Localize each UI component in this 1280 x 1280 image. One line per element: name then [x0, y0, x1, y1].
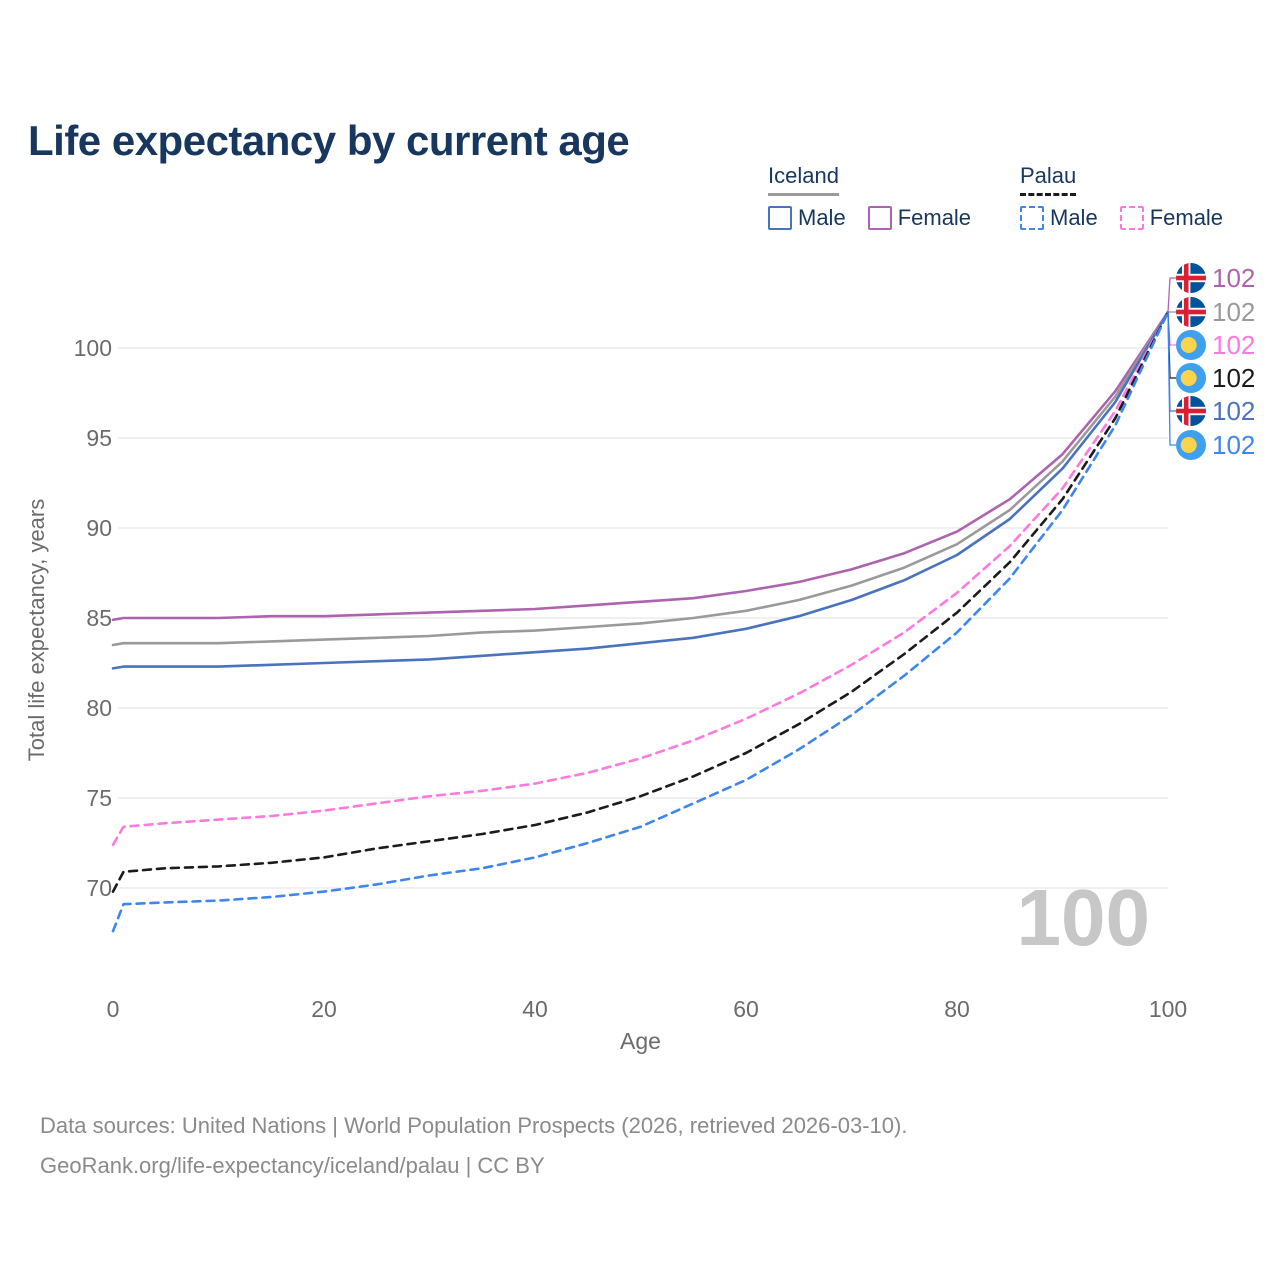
- legend-items-palau: Male Female: [1020, 205, 1223, 231]
- y-axis-title: Total life expectancy, years: [24, 499, 49, 762]
- series-line-palau-female: [111, 310, 1170, 847]
- series-line-iceland-total: [111, 310, 1170, 647]
- end-value-label-iceland-female: 102: [1212, 263, 1255, 293]
- y-tick-label: 85: [86, 605, 112, 631]
- series-line-palau-male: [111, 310, 1170, 933]
- legend-heading-palau[interactable]: Palau: [1020, 163, 1077, 196]
- iceland-female-swatch-icon: [867, 206, 892, 230]
- label-connector: [1167, 277, 1176, 313]
- legend-item-palau-male[interactable]: Male: [1020, 205, 1098, 231]
- legend-items-iceland: Male Female: [768, 205, 971, 231]
- y-tick-label: 75: [86, 785, 112, 811]
- legend-item-iceland-female[interactable]: Female: [867, 205, 972, 231]
- x-tick-label: 60: [733, 996, 759, 1022]
- end-value-label-palau-male: 102: [1212, 430, 1255, 460]
- end-value-label-palau-total: 102: [1212, 363, 1255, 393]
- x-axis-title: Age: [620, 1028, 661, 1054]
- age-watermark: 100: [1017, 873, 1150, 962]
- palau-flag-icon: [1176, 363, 1206, 393]
- x-tick-label: 0: [107, 996, 120, 1022]
- x-tick-label: 40: [522, 996, 548, 1022]
- x-tick-label: 20: [311, 996, 337, 1022]
- legend-heading-iceland[interactable]: Iceland: [768, 163, 839, 196]
- legend-item-label: Female: [897, 205, 972, 230]
- legend-item-iceland-male[interactable]: Male: [768, 205, 846, 231]
- x-tick-label: 80: [944, 996, 970, 1022]
- legend-item-label: Male: [798, 205, 846, 230]
- footer-attribution: GeoRank.org/life-expectancy/iceland/pala…: [40, 1153, 545, 1178]
- palau-male-swatch-icon: [1020, 206, 1044, 230]
- iceland-male-swatch-icon: [768, 206, 792, 230]
- x-tick-label: 100: [1149, 996, 1187, 1022]
- end-value-label-iceland-total: 102: [1212, 297, 1255, 327]
- y-tick-label: 95: [86, 425, 112, 451]
- iceland-flag-icon: [1176, 396, 1206, 426]
- y-tick-label: 70: [86, 875, 112, 901]
- legend-group-iceland: Iceland Male Female: [768, 163, 971, 231]
- series-line-palau-total: [111, 310, 1170, 893]
- palau-flag-icon: [1176, 430, 1206, 460]
- label-connector: [1167, 311, 1176, 446]
- footer-data-sources: Data sources: United Nations | World Pop…: [40, 1113, 908, 1138]
- palau-female-swatch-icon: [1119, 206, 1144, 230]
- legend-group-palau: Palau Male Female: [1020, 163, 1223, 231]
- y-tick-label: 100: [74, 335, 112, 361]
- legend-item-label: Male: [1050, 205, 1098, 230]
- legend-item-label: Female: [1149, 205, 1224, 230]
- end-value-label-palau-female: 102: [1212, 330, 1255, 360]
- legend-item-palau-female[interactable]: Female: [1119, 205, 1224, 231]
- palau-flag-icon: [1176, 330, 1206, 360]
- footer: Data sources: United Nations | World Pop…: [40, 1106, 907, 1186]
- page-title: Life expectancy by current age: [28, 117, 630, 165]
- end-value-label-iceland-male: 102: [1212, 396, 1255, 426]
- iceland-flag-icon: [1176, 297, 1206, 327]
- series-line-iceland-female: [111, 310, 1170, 622]
- y-tick-label: 80: [86, 695, 112, 721]
- iceland-flag-icon: [1176, 263, 1206, 293]
- y-tick-label: 90: [86, 515, 112, 541]
- series-line-iceland-male: [111, 310, 1170, 670]
